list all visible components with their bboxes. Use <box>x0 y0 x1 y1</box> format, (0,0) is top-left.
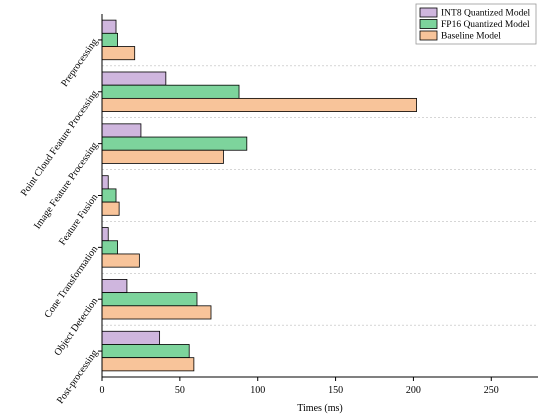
bars-layer <box>101 19 417 372</box>
bar-baseline-model-point-cloud-feature-processing <box>101 97 417 112</box>
bar-int8-quantized-model-preprocessing <box>101 19 117 34</box>
bar-int8-quantized-model-cone-transformation <box>101 227 109 242</box>
legend-swatch-fp16-quantized-model <box>419 19 438 29</box>
bar-int8-quantized-model-object-detection <box>101 279 128 294</box>
legend-swatch-baseline-model <box>419 30 438 41</box>
bar-fp16-quantized-model-post-processing <box>101 344 190 359</box>
bar-baseline-model-post-processing <box>101 357 195 372</box>
y-category-label-feature-fusion: Feature Fusion <box>57 192 100 247</box>
x-tick-label: 150 <box>328 385 343 396</box>
grid-layer <box>102 65 538 326</box>
bar-fp16-quantized-model-cone-transformation <box>101 240 118 255</box>
x-tick-label: 250 <box>484 385 499 396</box>
bar-baseline-model-image-feature-processing <box>101 149 224 164</box>
axes-layer <box>101 14 538 378</box>
bar-baseline-model-object-detection <box>101 305 212 320</box>
bar-int8-quantized-model-feature-fusion <box>101 175 109 190</box>
bar-int8-quantized-model-point-cloud-feature-processing <box>101 71 167 86</box>
y-category-label-preprocessing: Preprocessing <box>59 37 100 89</box>
bar-fp16-quantized-model-point-cloud-feature-processing <box>101 84 240 99</box>
y-category-label-image-feature-processing: Image Feature Processing <box>32 140 100 231</box>
legend-swatch-int8-quantized-model <box>419 7 438 18</box>
x-axis-title: Times (ms) <box>297 403 342 414</box>
x-ticks: 0 50 100 150 200 250 <box>100 377 499 396</box>
bar-fp16-quantized-model-feature-fusion <box>101 188 117 203</box>
bar-int8-quantized-model-image-feature-processing <box>101 123 142 138</box>
bar-fp16-quantized-model-image-feature-processing <box>101 136 248 151</box>
legend-label-baseline-model: Baseline Model <box>441 32 501 42</box>
x-tick-label: 0 <box>100 385 105 396</box>
bar-baseline-model-cone-transformation <box>101 253 140 268</box>
x-tick-label: 50 <box>175 385 185 396</box>
bar-baseline-model-preprocessing <box>101 46 136 61</box>
bar-int8-quantized-model-post-processing <box>101 330 161 345</box>
bar-fp16-quantized-model-preprocessing <box>101 32 118 47</box>
legend-label-int8-quantized-model: INT8 Quantized Model <box>441 9 531 19</box>
bar-fp16-quantized-model-object-detection <box>101 292 198 307</box>
legend-label-fp16-quantized-model: FP16 Quantized Model <box>441 20 530 30</box>
bar-baseline-model-feature-fusion <box>101 201 120 216</box>
x-tick-label: 100 <box>250 385 265 396</box>
x-tick-label: 200 <box>406 385 421 396</box>
